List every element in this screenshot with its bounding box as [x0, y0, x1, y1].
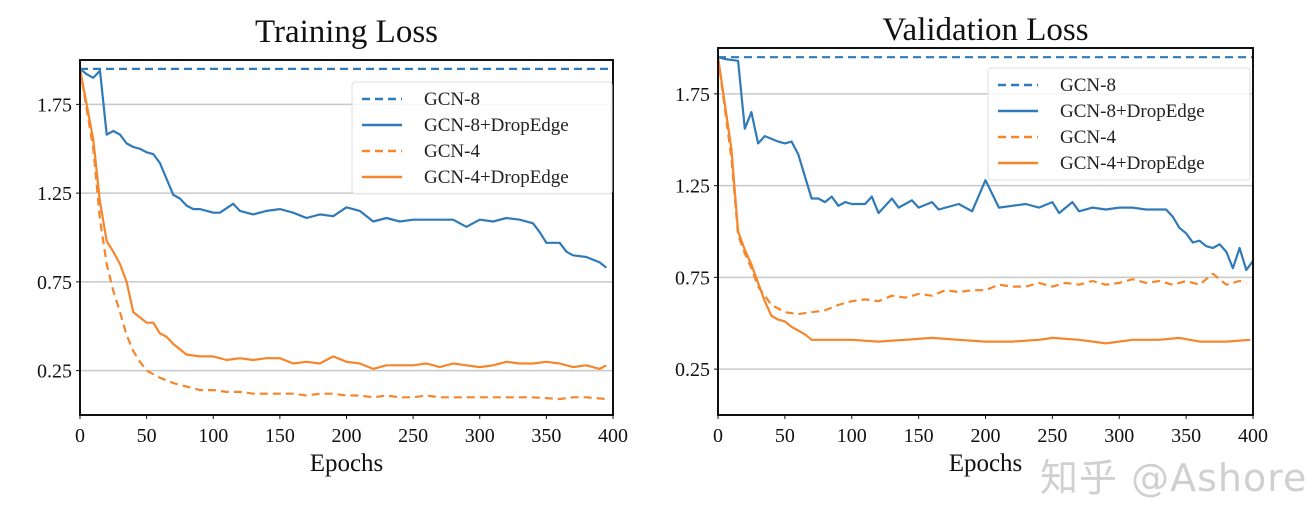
- series-line-gcn-4-dropedge: [80, 68, 607, 370]
- x-tick-label: 200: [332, 425, 362, 447]
- plot-frame: [717, 47, 1254, 416]
- x-tick-label: 150: [265, 425, 295, 447]
- x-tick-label: 250: [1037, 425, 1067, 447]
- x-tick-label: 50: [775, 425, 795, 447]
- y-tick-label: 0.75: [37, 272, 72, 294]
- legend-label: GCN-8+DropEdge: [1060, 101, 1205, 122]
- legend-label: GCN-4+DropEdge: [1060, 153, 1205, 174]
- x-tick-label: 350: [1171, 425, 1201, 447]
- chart-title: Training Loss: [255, 14, 438, 50]
- plot-frame: [79, 59, 614, 416]
- legend: GCN-8 GCN-8+DropEdge GCN-4 GCN-4+DropEdge: [987, 67, 1251, 181]
- x-tick-label: 300: [465, 425, 495, 447]
- x-tick-label: 400: [598, 425, 628, 447]
- y-tick-label: 1.75: [37, 94, 72, 116]
- x-tick-label: 350: [531, 425, 561, 447]
- legend-box: [987, 67, 1251, 181]
- y-tick-label: 1.75: [675, 84, 710, 106]
- x-tick-label: 400: [1238, 425, 1268, 447]
- legend-label: GCN-4: [424, 141, 480, 162]
- x-tick-label: 300: [1104, 425, 1134, 447]
- x-tick-label: 0: [75, 425, 85, 447]
- legend-label: GCN-8: [424, 89, 480, 110]
- x-tick-label: 100: [198, 425, 228, 447]
- series-line-gcn-8-dropedge: [718, 56, 1253, 272]
- legend-label: GCN-4: [1060, 127, 1116, 148]
- y-tick-label: 1.25: [675, 176, 710, 198]
- x-axis-label: Epochs: [310, 450, 384, 477]
- y-tick-label: 1.25: [37, 183, 72, 205]
- x-tick-label: 200: [971, 425, 1001, 447]
- x-tick-label: 150: [904, 425, 934, 447]
- legend: GCN-8 GCN-8+DropEdge GCN-4 GCN-4+DropEdge: [351, 81, 613, 195]
- x-tick-label: 250: [398, 425, 428, 447]
- x-tick-label: 50: [137, 425, 157, 447]
- chart-title: Validation Loss: [882, 12, 1088, 48]
- x-axis-label: Epochs: [949, 450, 1023, 477]
- series-line-gcn-4: [80, 68, 607, 401]
- chart-training-loss: 0.25 0.75 1.25 1.75 0 50 100 150 200 250 300 350 400…: [37, 14, 628, 477]
- legend-box: [351, 81, 613, 195]
- legend-label: GCN-4+DropEdge: [424, 167, 569, 188]
- y-tick-label: 0.25: [37, 361, 72, 383]
- legend-label: GCN-8: [1060, 75, 1116, 96]
- series-line-gcn-8-dropedge: [80, 68, 607, 269]
- series-line-gcn-4-dropedge: [718, 57, 1251, 345]
- legend-label: GCN-8+DropEdge: [424, 115, 569, 136]
- series-line-gcn-4: [718, 57, 1247, 316]
- chart-validation-loss: 0.25 0.75 1.25 1.75 0 50 100 150 200 250 300 350 400…: [675, 12, 1268, 477]
- watermark: 知乎 @Ashore: [1040, 456, 1306, 500]
- y-tick-label: 0.75: [675, 267, 710, 289]
- y-tick-label: 0.25: [675, 359, 710, 381]
- x-tick-label: 0: [713, 425, 723, 447]
- x-tick-label: 100: [837, 425, 867, 447]
